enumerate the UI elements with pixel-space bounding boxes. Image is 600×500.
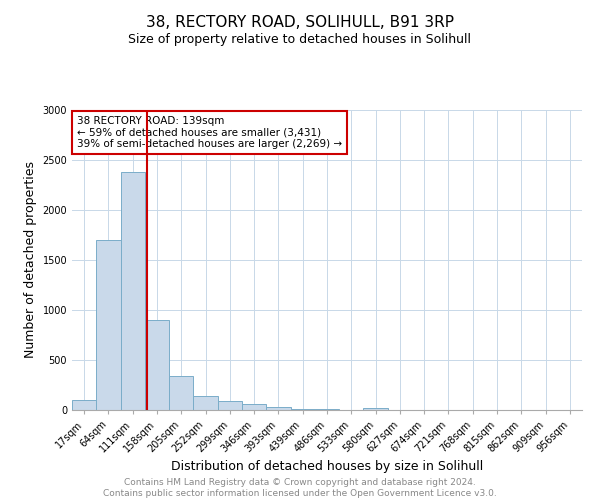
Bar	[121, 172, 145, 410]
Text: 38 RECTORY ROAD: 139sqm
← 59% of detached houses are smaller (3,431)
39% of semi: 38 RECTORY ROAD: 139sqm ← 59% of detache…	[77, 116, 342, 149]
Bar	[364, 408, 388, 410]
Text: Contains HM Land Registry data © Crown copyright and database right 2024.
Contai: Contains HM Land Registry data © Crown c…	[103, 478, 497, 498]
Text: 38, RECTORY ROAD, SOLIHULL, B91 3RP: 38, RECTORY ROAD, SOLIHULL, B91 3RP	[146, 15, 454, 30]
Bar	[218, 401, 242, 410]
Y-axis label: Number of detached properties: Number of detached properties	[24, 162, 37, 358]
Bar	[290, 408, 315, 410]
Text: Size of property relative to detached houses in Solihull: Size of property relative to detached ho…	[128, 32, 472, 46]
Bar	[315, 409, 339, 410]
X-axis label: Distribution of detached houses by size in Solihull: Distribution of detached houses by size …	[171, 460, 483, 472]
Bar	[193, 396, 218, 410]
Bar	[266, 406, 290, 410]
Bar	[145, 320, 169, 410]
Bar	[72, 400, 96, 410]
Bar	[169, 376, 193, 410]
Bar	[96, 240, 121, 410]
Bar	[242, 404, 266, 410]
